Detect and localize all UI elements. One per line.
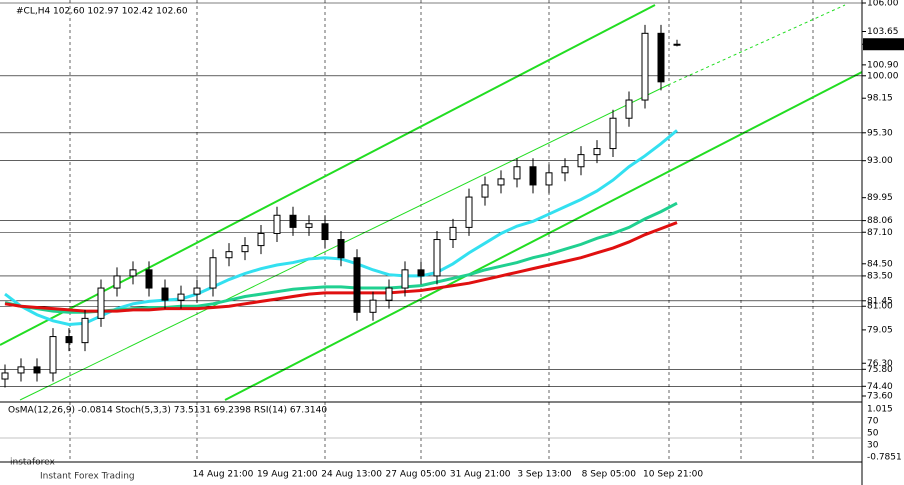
candle-body <box>33 366 41 374</box>
candle-body <box>65 336 73 344</box>
y-tick-label: 83.50 <box>867 271 893 281</box>
y-tick-label: 87.10 <box>867 228 893 238</box>
candle-body <box>561 166 569 174</box>
candle-body <box>657 32 665 83</box>
y-tick-label: 103.65 <box>867 27 899 37</box>
candle-body <box>161 287 169 301</box>
x-tick-label: 10 Sep 21:00 <box>643 470 703 480</box>
oscillator-title: OsMA(12,26,9) -0.0814 Stoch(5,3,3) 73.51… <box>8 406 327 416</box>
y-tick-label: 81.00 <box>867 302 893 312</box>
candle-body <box>321 223 329 241</box>
x-tick-label: 3 Sep 13:00 <box>517 470 572 480</box>
y-tick-label: 102.60 <box>867 40 899 50</box>
candle-body <box>145 269 153 289</box>
chart-title: #CL,H4 102.60 102.97 102.42 102.60 <box>16 7 188 17</box>
candle-body <box>337 239 345 259</box>
oscillator-label: 50 <box>867 429 879 439</box>
candle-body <box>481 184 489 198</box>
y-tick-label: 98.15 <box>867 94 893 104</box>
candle-body <box>593 148 601 156</box>
candle-body <box>529 166 537 186</box>
y-tick-label: 100.00 <box>867 71 899 81</box>
candle-body <box>113 275 121 289</box>
candle-body <box>609 117 617 150</box>
y-tick-label: 74.40 <box>867 382 893 392</box>
candle-body <box>625 99 633 119</box>
candle-body <box>369 299 377 313</box>
x-tick-label: 24 Aug 13:00 <box>321 470 382 480</box>
oscillator-label: 70 <box>867 417 879 427</box>
candle-body <box>433 239 441 277</box>
y-tick-label: 76.30 <box>867 359 893 369</box>
oscillator-label: 30 <box>867 441 879 451</box>
candle-body <box>257 232 265 247</box>
y-tick-label: 79.05 <box>867 325 893 335</box>
y-tick-label: 100.90 <box>867 60 899 70</box>
y-tick-label: 89.95 <box>867 193 893 203</box>
x-tick-label: 14 Aug 21:00 <box>193 470 254 480</box>
candle-body <box>97 287 105 319</box>
moving-average <box>4 221 678 313</box>
candle-body <box>241 245 249 253</box>
y-tick-label: 81.45 <box>867 296 893 306</box>
y-tick-label: 75.80 <box>867 365 893 375</box>
watermark: instaforex <box>10 458 55 468</box>
x-tick-label: 27 Aug 05:00 <box>386 470 447 480</box>
y-tick-label: 93.00 <box>867 156 893 166</box>
candle-body <box>273 214 281 234</box>
candle-body <box>81 317 89 344</box>
y-tick-label: 73.60 <box>867 392 893 402</box>
x-tick-label: 8 Sep 05:00 <box>582 470 637 480</box>
candle-body <box>193 287 201 295</box>
current-price-box <box>863 38 904 51</box>
candle-body <box>353 257 361 313</box>
candle-body <box>465 196 473 228</box>
candle-body <box>545 172 553 186</box>
candle-body <box>1 372 9 380</box>
x-tick-label: 31 Aug 21:00 <box>450 470 511 480</box>
candle-body <box>449 226 457 241</box>
candle-body <box>417 269 425 277</box>
candle-body <box>177 293 185 301</box>
y-tick-label: 106.00 <box>867 0 899 9</box>
oscillator-label: -0.7851 <box>867 453 902 463</box>
candle-body <box>17 366 25 374</box>
y-tick-label: 88.06 <box>867 216 893 226</box>
x-tick-label: 19 Aug 21:00 <box>257 470 318 480</box>
watermark-sub: Instant Forex Trading <box>40 472 135 482</box>
candle-body <box>641 32 649 101</box>
candle-body <box>49 336 57 374</box>
y-tick-label: 84.50 <box>867 259 893 269</box>
candle-body <box>497 178 505 186</box>
candle-body <box>305 223 313 228</box>
candle-body <box>129 269 137 277</box>
candle-body <box>673 43 681 46</box>
candle-body <box>225 251 233 259</box>
y-tick-label: 95.30 <box>867 128 893 138</box>
oscillator-label: 1.015 <box>867 405 893 415</box>
candle-body <box>289 214 297 228</box>
candle-body <box>209 257 217 289</box>
candle-body <box>401 269 409 289</box>
candle-body <box>513 166 521 180</box>
candle-body <box>577 154 585 168</box>
candle-body <box>385 287 393 301</box>
